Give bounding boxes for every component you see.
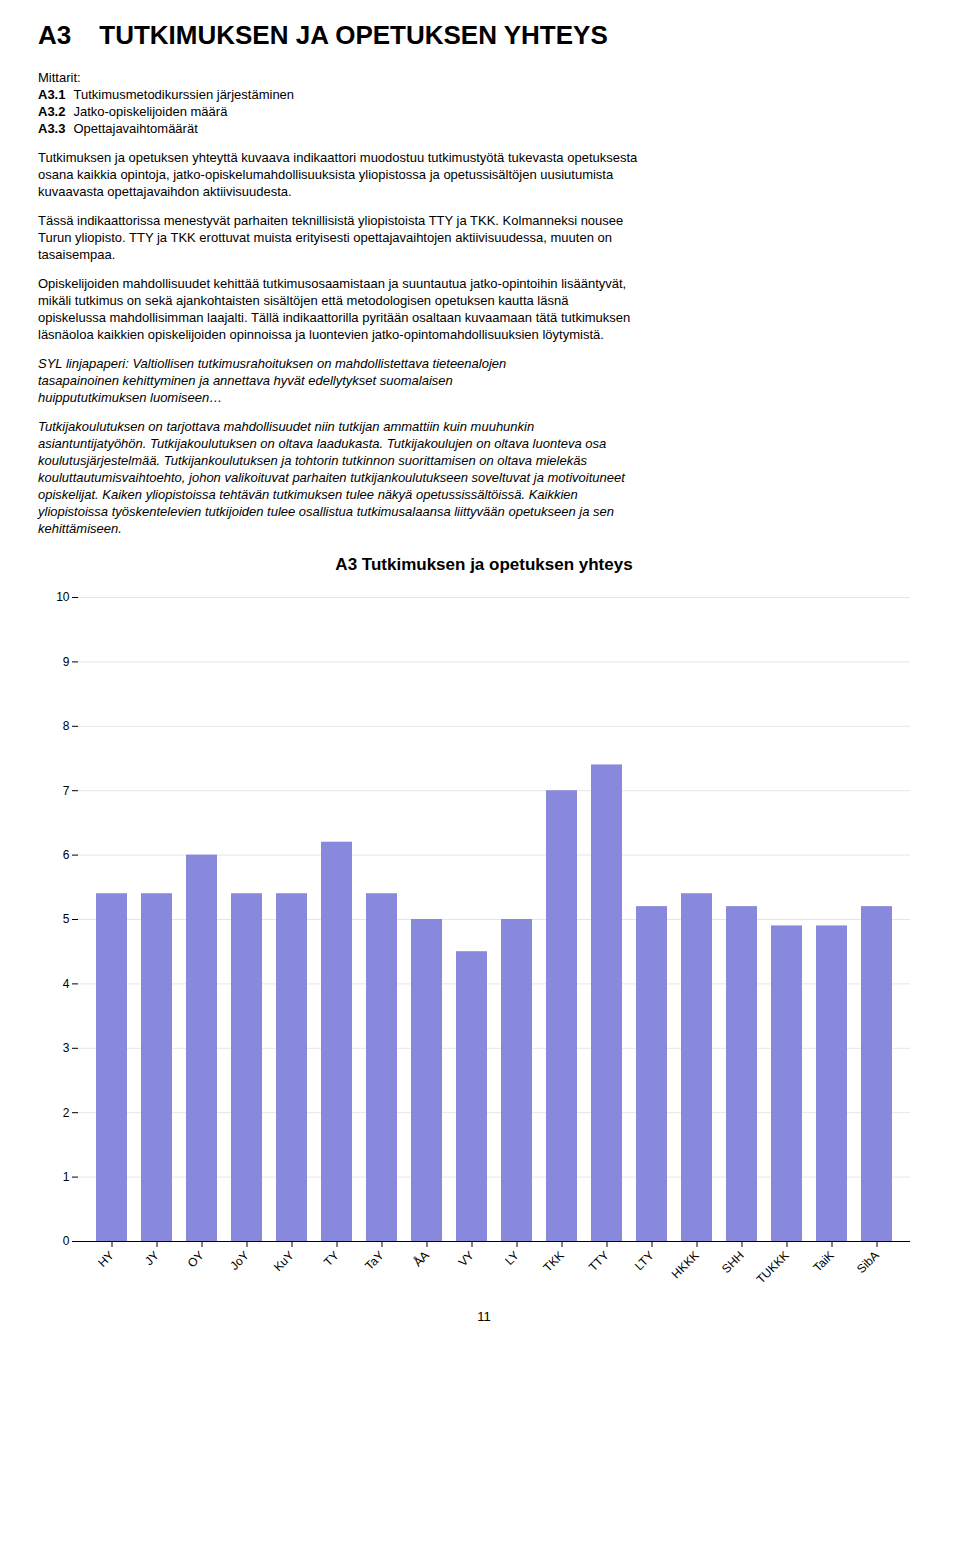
html-text:Mittarit:: Mittarit:: [38, 70, 81, 85]
html-text:A3.1: A3.1: [38, 87, 66, 102]
html-text:Opiskelijoiden mahdollisuudet: Opiskelijoiden mahdollisuudet kehittää t…: [38, 276, 627, 291]
svg-text:ÅA: ÅA: [410, 1248, 432, 1270]
html-text:Opettajavaihtomäärät: Opettajavaihtomäärät: [73, 121, 198, 136]
html-text:SYL linjapaperi: Valtiollisen: SYL linjapaperi: Valtiollisen tutkimusra…: [38, 356, 507, 371]
html-text:opiskelijat. Kaiken yliopistoi: opiskelijat. Kaiken yliopistoissa tehtäv…: [38, 487, 578, 502]
html-text:koulutusjärjestelmää. Tutkijan: koulutusjärjestelmää. Tutkijankoulutukse…: [38, 453, 587, 468]
svg-text:TTY: TTY: [586, 1248, 612, 1274]
svg-text:JY: JY: [142, 1248, 162, 1268]
html-text:TUTKIMUKSEN JA OPETUKSEN YHTEY: TUTKIMUKSEN JA OPETUKSEN YHTEYS: [99, 20, 608, 50]
html-text:läsnäoloa kaikkien opiskelijoi: läsnäoloa kaikkien opiskelijoiden opinno…: [38, 327, 604, 342]
svg-text:TUKKK: TUKKK: [754, 1248, 792, 1286]
html-text:huippututkimuksen luomiseen…: huippututkimuksen luomiseen…: [38, 390, 223, 405]
svg-text:6: 6: [63, 848, 70, 862]
html-text:Jatko-opiskelijoiden määrä: Jatko-opiskelijoiden määrä: [73, 104, 228, 119]
svg-text:LY: LY: [502, 1248, 522, 1268]
html-text:yliopistoissa työskentelevien: yliopistoissa työskentelevien tutkijoide…: [38, 504, 614, 519]
svg-text:HY: HY: [95, 1248, 117, 1270]
html-text:mikäli tutkimus on sekä ajanko: mikäli tutkimus on sekä ajankohtaisten s…: [38, 293, 569, 308]
html-text:Tässä indikaattorissa menestyv: Tässä indikaattorissa menestyvät parhait…: [38, 213, 624, 228]
svg-text:7: 7: [63, 784, 70, 798]
svg-text:4: 4: [63, 977, 70, 991]
html-text:A3.3: A3.3: [38, 121, 66, 136]
svg-text:KuY: KuY: [271, 1248, 297, 1274]
html-text:Tutkijakoulutuksen on tarjotta: Tutkijakoulutuksen on tarjottava mahdoll…: [38, 419, 535, 434]
html-text:asiantuntijatyöhön. Tutkijakou: asiantuntijatyöhön. Tutkijakoulutuksen o…: [38, 436, 607, 451]
svg-text:3: 3: [63, 1041, 70, 1055]
svg-text:1: 1: [63, 1170, 70, 1184]
svg-text:TKK: TKK: [540, 1248, 566, 1274]
svg-text:0: 0: [63, 1234, 70, 1248]
svg-text:TY: TY: [321, 1248, 342, 1269]
html-text:kehittämiseen.: kehittämiseen.: [38, 521, 122, 536]
svg-text:VY: VY: [456, 1248, 477, 1269]
html-text:A3.2: A3.2: [38, 104, 66, 119]
html-text:Tutkimusmetodikurssien järjest: Tutkimusmetodikurssien järjestäminen: [73, 87, 295, 102]
html-text:A3 Tutkimuksen ja opetuksen yh: A3 Tutkimuksen ja opetuksen yhteys: [335, 555, 633, 574]
html-text:A3: A3: [38, 20, 72, 50]
svg-text:SHH: SHH: [719, 1248, 747, 1276]
html-text:kuvaavasta opettajavaihdon akt: kuvaavasta opettajavaihdon aktiivisuudes…: [38, 184, 292, 199]
svg-text:LTY: LTY: [632, 1248, 657, 1273]
svg-text:OY: OY: [185, 1248, 207, 1270]
html-text:tasaisempaa.: tasaisempaa.: [38, 247, 116, 262]
svg-text:JoY: JoY: [227, 1248, 252, 1273]
html-text:osana kaikkia opintoja, jatko-: osana kaikkia opintoja, jatko-opiskeluma…: [38, 167, 614, 182]
html-text:Tutkimuksen ja opetuksen yhtey: Tutkimuksen ja opetuksen yhteyttä kuvaav…: [38, 150, 638, 165]
svg-text:2: 2: [63, 1106, 70, 1120]
svg-text:9: 9: [63, 655, 70, 669]
svg-text:HKKK: HKKK: [669, 1248, 702, 1281]
svg-text:TaiK: TaiK: [810, 1248, 836, 1274]
svg-text:SibA: SibA: [854, 1248, 882, 1276]
html-text:tasapainoinen kehittyminen ja: tasapainoinen kehittyminen ja annettava …: [38, 373, 453, 388]
html-text:11: 11: [477, 1309, 491, 1324]
svg-text:5: 5: [63, 912, 70, 926]
svg-text:TaY: TaY: [362, 1248, 387, 1273]
svg-text:10: 10: [56, 590, 70, 604]
html-text:kouluttautumisvaihtoehto, joho: kouluttautumisvaihtoehto, johon valikoit…: [38, 470, 625, 485]
html-text:Turun yliopisto. TTY ja TKK er: Turun yliopisto. TTY ja TKK erottuvat mu…: [38, 230, 612, 245]
html-text:opiskelussa mahdollisimman laa: opiskelussa mahdollisimman laajalti. Täl…: [38, 310, 631, 325]
svg-text:8: 8: [63, 719, 70, 733]
